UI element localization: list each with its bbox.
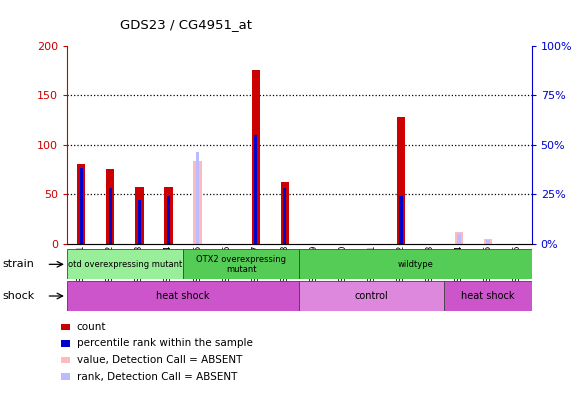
Bar bbox=[193, 161, 202, 244]
Bar bbox=[254, 135, 257, 244]
Bar bbox=[397, 117, 405, 244]
Bar bbox=[281, 182, 289, 244]
Bar bbox=[283, 188, 286, 244]
Text: heat shock: heat shock bbox=[461, 291, 515, 301]
Text: shock: shock bbox=[3, 291, 35, 301]
Bar bbox=[67, 281, 299, 311]
Bar bbox=[77, 164, 85, 244]
Text: OTX2 overexpressing
mutant: OTX2 overexpressing mutant bbox=[196, 255, 286, 274]
Text: otd overexpressing mutant: otd overexpressing mutant bbox=[68, 260, 182, 269]
Text: value, Detection Call = ABSENT: value, Detection Call = ABSENT bbox=[77, 355, 242, 365]
Bar bbox=[484, 238, 492, 244]
Bar bbox=[455, 232, 463, 244]
Bar bbox=[299, 249, 532, 279]
Text: percentile rank within the sample: percentile rank within the sample bbox=[77, 338, 253, 348]
Bar bbox=[67, 249, 183, 279]
Bar bbox=[196, 152, 199, 244]
Bar bbox=[457, 234, 461, 244]
Bar bbox=[252, 70, 260, 244]
Bar bbox=[299, 281, 444, 311]
Bar bbox=[167, 196, 170, 244]
Text: strain: strain bbox=[3, 259, 35, 269]
Text: rank, Detection Call = ABSENT: rank, Detection Call = ABSENT bbox=[77, 371, 237, 382]
Bar bbox=[80, 168, 83, 244]
Bar bbox=[135, 187, 144, 244]
Text: GDS23 / CG4951_at: GDS23 / CG4951_at bbox=[120, 18, 252, 31]
Text: control: control bbox=[355, 291, 389, 301]
Bar bbox=[486, 240, 490, 244]
Text: heat shock: heat shock bbox=[156, 291, 210, 301]
Bar bbox=[138, 200, 141, 244]
Text: count: count bbox=[77, 322, 106, 332]
Bar bbox=[444, 281, 532, 311]
Bar bbox=[183, 249, 299, 279]
Bar bbox=[106, 169, 114, 244]
Bar bbox=[109, 188, 112, 244]
Bar bbox=[399, 196, 403, 244]
Bar bbox=[164, 187, 173, 244]
Text: wildtype: wildtype bbox=[397, 260, 433, 269]
